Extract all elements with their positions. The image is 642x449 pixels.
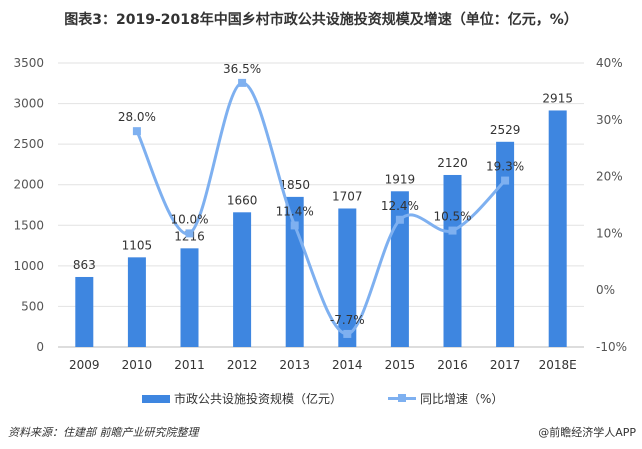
growth-point	[395, 215, 404, 224]
left-tick-label: 1500	[13, 218, 44, 232]
right-tick-label: 10%	[596, 226, 623, 240]
bar	[285, 196, 304, 347]
growth-value-label: 28.0%	[118, 110, 156, 124]
bar	[548, 110, 567, 348]
left-tick-label: 3500	[13, 56, 44, 70]
left-tick-label: 3000	[13, 97, 44, 111]
bar	[180, 248, 199, 347]
legend-item-bars: 市政公共设施投资规模（亿元）	[142, 390, 342, 407]
growth-point	[290, 221, 299, 230]
growth-point	[501, 176, 510, 185]
source-note: 资料来源：住建部 前瞻产业研究院整理	[8, 426, 199, 439]
x-tick-label: 2015	[385, 358, 416, 372]
left-tick-label: 1000	[13, 259, 44, 273]
bar	[233, 212, 252, 347]
x-tick-label: 2011	[174, 358, 205, 372]
right-tick-label: 30%	[596, 113, 623, 127]
growth-point	[343, 329, 352, 338]
x-tick-label: 2018E	[539, 358, 577, 372]
bar	[75, 276, 94, 347]
bar	[496, 141, 515, 347]
legend-item-line: 同比增速（%）	[388, 390, 503, 407]
right-tick-label: 0%	[596, 283, 615, 297]
growth-point	[132, 127, 141, 136]
growth-point	[448, 226, 457, 235]
left-tick-label: 2000	[13, 178, 44, 192]
growth-value-label: 12.4%	[381, 199, 419, 213]
x-tick-label: 2012	[227, 358, 258, 372]
bar-value-label: 2120	[437, 156, 468, 170]
bar	[338, 208, 357, 347]
growth-value-label: -7.7%	[330, 313, 365, 327]
x-tick-label: 2009	[69, 358, 100, 372]
x-tick-label: 2016	[437, 358, 468, 372]
bar	[127, 257, 146, 347]
bar-value-label: 2529	[490, 123, 521, 137]
growth-value-label: 10.5%	[433, 210, 471, 224]
growth-value-label: 11.4%	[276, 204, 314, 218]
growth-value-label: 19.3%	[486, 160, 524, 174]
brand-credit: @前瞻经济学人APP	[538, 426, 636, 439]
bar-value-label: 2915	[542, 91, 573, 105]
legend-bar-swatch	[142, 394, 170, 403]
left-tick-label: 500	[21, 299, 44, 313]
bar-value-label: 1919	[385, 172, 416, 186]
bar-value-label: 1707	[332, 189, 363, 203]
legend-line-label: 同比增速（%）	[420, 392, 504, 406]
bar	[443, 174, 462, 347]
chart-title: 图表3：2019-2018年中国乡村市政公共设施投资规模及增速（单位：亿元，%）	[64, 12, 578, 28]
growth-value-label: 10.0%	[170, 212, 208, 226]
bar-value-label: 863	[73, 258, 96, 272]
growth-point	[185, 229, 194, 238]
bar	[390, 191, 409, 347]
x-tick-label: 2010	[122, 358, 153, 372]
bar-value-label: 1850	[279, 178, 310, 192]
x-tick-label: 2013	[279, 358, 310, 372]
legend-bar-label: 市政公共设施投资规模（亿元）	[174, 392, 343, 406]
legend-line-swatch	[388, 394, 416, 402]
right-tick-label: -10%	[596, 340, 627, 354]
bar-value-label: 1660	[227, 193, 258, 207]
left-tick-label: 2500	[13, 137, 44, 151]
growth-value-label: 36.5%	[223, 62, 261, 76]
right-tick-label: 40%	[596, 56, 623, 70]
bar-value-label: 1105	[122, 238, 153, 252]
x-tick-label: 2014	[332, 358, 363, 372]
right-tick-label: 20%	[596, 170, 623, 184]
x-tick-label: 2017	[490, 358, 521, 372]
growth-point	[238, 78, 247, 87]
left-tick-label: 0	[36, 340, 44, 354]
